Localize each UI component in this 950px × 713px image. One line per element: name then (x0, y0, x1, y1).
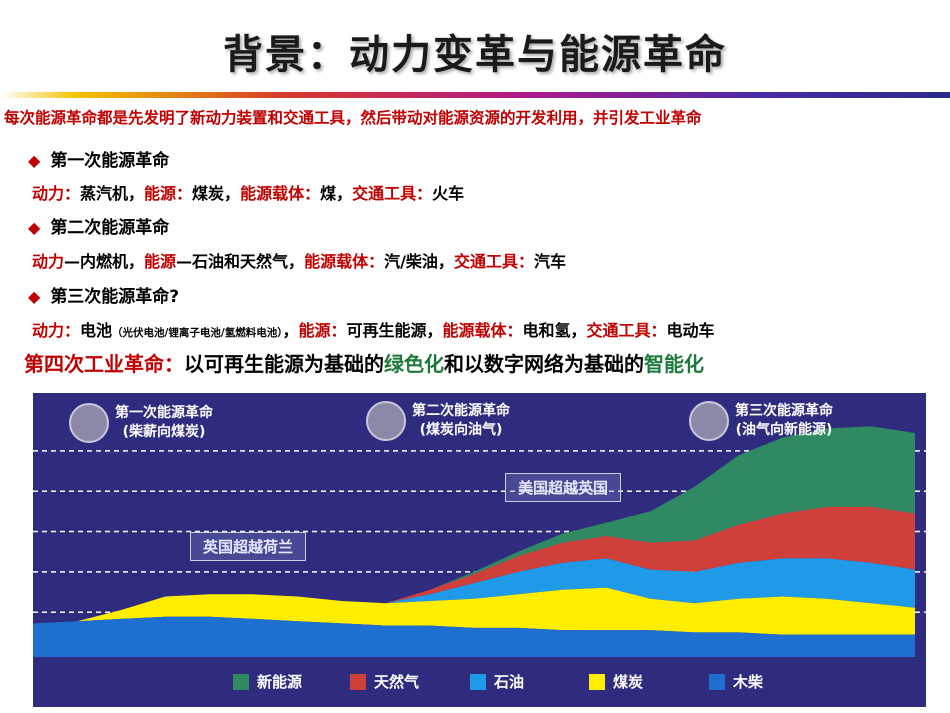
legend-item-coal: 煤炭 (589, 671, 643, 692)
fourth-industrial-revolution: 第四次工业革命：以可再生能源为基础的绿色化和以数字网络为基础的智能化 (24, 352, 704, 376)
annotation-uk-overtakes-netherlands: 英国超越荷兰 (190, 532, 307, 561)
era-1: 第一次能源革命 (柴薪向煤炭) (69, 403, 213, 443)
page-title: 背景：动力变革与能源革命 (223, 32, 727, 78)
legend-item-firewood: 木柴 (709, 671, 763, 692)
legend-swatch (589, 673, 605, 690)
diamond-bullet-icon: ◆ (28, 218, 41, 237)
era-circle-icon (69, 403, 109, 443)
legend-item-natural-gas: 天然气 (350, 671, 419, 692)
revolution-2-detail: 动力—内燃机，能源—石油和天然气，能源载体：汽/柴油，交通工具：汽车 (32, 252, 566, 271)
title-divider (0, 92, 950, 98)
chart-legend: 新能源 天然气 石油 煤炭 木柴 (33, 671, 926, 695)
revolution-3-heading: ◆ 第三次能源革命? (28, 287, 180, 307)
legend-swatch (350, 673, 366, 690)
era-circle-icon (366, 401, 406, 441)
revolution-1-detail: 动力：蒸汽机，能源：煤炭，能源载体：煤，交通工具：火车 (32, 184, 465, 203)
area-series-煤炭 (33, 587, 915, 635)
revolution-3-detail: 动力：电池（光伏电池/锂离子电池/氢燃料电池），能源：可再生能源，能源载体：电和… (32, 321, 715, 340)
legend-swatch (470, 673, 486, 690)
diamond-bullet-icon: ◆ (28, 287, 41, 306)
era-2: 第二次能源革命 (煤炭向油气) (366, 401, 510, 441)
area-series-木柴 (33, 616, 915, 657)
revolution-2-heading: ◆ 第二次能源革命 (28, 218, 170, 238)
intro-text: 每次能源革命都是先发明了新动力装置和交通工具，然后带动对能源资源的开发利用，并引… (4, 109, 702, 127)
revolution-1-heading: ◆ 第一次能源革命 (28, 151, 170, 171)
annotation-us-overtakes-uk: 美国超越英国 (505, 473, 622, 502)
legend-swatch (233, 673, 249, 690)
diamond-bullet-icon: ◆ (28, 151, 41, 170)
energy-transition-chart: 第一次能源革命 (柴薪向煤炭) 第二次能源革命 (煤炭向油气) 第三次能源革命 … (33, 393, 926, 707)
legend-swatch (709, 673, 725, 690)
legend-item-oil: 石油 (470, 671, 524, 692)
area-series-新能源 (33, 426, 915, 624)
era-3: 第三次能源革命 (油气向新能源) (689, 401, 833, 441)
chart-plot-area (33, 426, 926, 657)
area-series-天然气 (33, 506, 915, 624)
area-series-石油 (33, 558, 915, 624)
legend-item-new-energy: 新能源 (233, 671, 302, 692)
era-circle-icon (689, 401, 729, 441)
